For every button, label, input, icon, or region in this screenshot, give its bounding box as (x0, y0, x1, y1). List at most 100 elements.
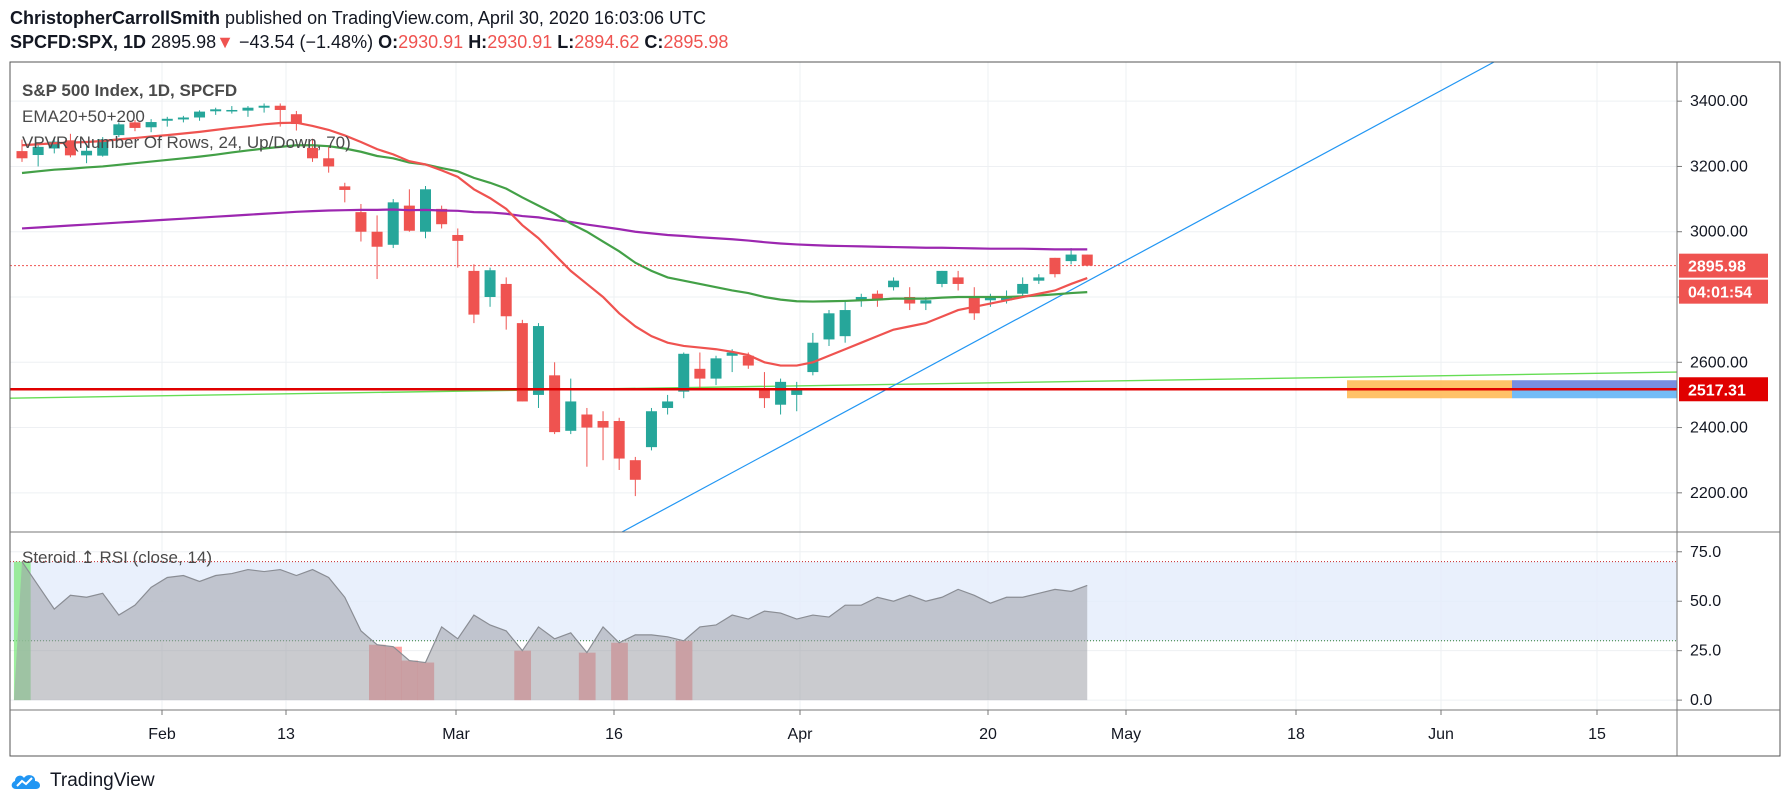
candle-body (1065, 254, 1077, 262)
trend-line[interactable] (9, 61, 1678, 533)
candle-body (48, 141, 60, 149)
candle-body (161, 118, 173, 121)
candle-body (339, 186, 351, 190)
price-tick-label: 3200.00 (1690, 158, 1748, 175)
rsi-tick-label: 25.0 (1690, 643, 1721, 660)
chart-frame (9, 61, 1781, 757)
rsi-tick-label: 0.0 (1690, 692, 1712, 709)
chart-header: ChristopherCarrollSmith published on Tra… (10, 6, 728, 54)
candle-body (226, 109, 238, 112)
high-label: H: (468, 32, 488, 52)
rsi-legend[interactable]: Steroid ↥ RSI (close, 14) (22, 548, 212, 567)
close-value: 2895.98 (663, 32, 729, 52)
candle-body (274, 105, 286, 110)
long-term-trend-line (9, 371, 1678, 399)
rsi-tick-label: 50.0 (1690, 593, 1721, 610)
candle-body (290, 114, 302, 125)
brand-name: TradingView (50, 770, 155, 791)
open-label: O: (378, 32, 399, 52)
candle-body (678, 353, 690, 392)
candle-body (242, 107, 254, 111)
open-value: 2930.91 (398, 32, 464, 52)
price-levels (10, 265, 1677, 391)
candle-body (871, 293, 883, 301)
candle-body (904, 297, 916, 304)
candle-body (355, 212, 367, 232)
rsi-line (21, 561, 1088, 664)
candle-body (581, 414, 593, 428)
candle-body (597, 421, 609, 428)
support-price-tag (1679, 377, 1768, 402)
support-price-tag-label: 2517.31 (1688, 382, 1746, 399)
time-tick-label: 20 (979, 726, 997, 743)
candle-body (694, 368, 706, 379)
author-name[interactable]: ChristopherCarrollSmith (10, 8, 221, 28)
time-tick-label: May (1111, 726, 1141, 743)
main-chart-title: S&P 500 Index, 1D, SPCFD (22, 81, 237, 100)
candle-body (839, 310, 851, 337)
rsi-tick-label: 75.0 (1690, 544, 1721, 561)
candle-body (936, 270, 948, 284)
candle-body (613, 421, 625, 459)
candle-body (968, 297, 980, 314)
candle-body (81, 150, 93, 156)
candle-body (145, 122, 157, 128)
candle-body (791, 388, 803, 395)
ema-legend[interactable]: EMA20+50+200 (22, 107, 145, 126)
candlestick-series (16, 103, 1093, 497)
candle-body (64, 140, 76, 156)
price-axis[interactable]: 3400.003200.003000.002800.002600.002400.… (1677, 93, 1768, 709)
price-tick-label: 2600.00 (1690, 354, 1748, 371)
close-label: C: (644, 32, 664, 52)
candle-body (662, 401, 674, 408)
candle-body (1001, 297, 1013, 301)
ema-lines (21, 121, 1088, 367)
price-change: −43.54 (−1.48%) (238, 32, 374, 52)
rsi-area (13, 561, 1088, 701)
time-tick-label: Feb (148, 726, 176, 743)
published-text: published on TradingView.com, April 30, … (225, 8, 707, 28)
candle-body (1081, 254, 1093, 266)
candle-body (629, 460, 641, 480)
price-tick-label: 3000.00 (1690, 224, 1748, 241)
price-tick-label: 2200.00 (1690, 485, 1748, 502)
rsi-panel (10, 561, 1677, 701)
time-tick-label: 15 (1588, 726, 1606, 743)
chart-canvas[interactable]: 3400.003200.003000.002800.002600.002400.… (0, 0, 1783, 760)
candle-body (920, 300, 932, 304)
candle-body (775, 381, 787, 405)
candle-body (371, 231, 383, 247)
tradingview-logo[interactable]: TradingView (10, 770, 155, 792)
low-label: L: (557, 32, 575, 52)
candle-body (726, 352, 738, 356)
time-tick-label: 16 (605, 726, 623, 743)
candle-body (645, 411, 657, 448)
time-tick-label: Apr (788, 726, 814, 743)
ema200-line (21, 208, 1088, 251)
candle-body (710, 358, 722, 379)
candle-body (758, 388, 770, 399)
candle-body (97, 139, 109, 156)
last-price: 2895.98 (151, 32, 217, 52)
candle-body (984, 297, 996, 301)
countdown-tag (1679, 279, 1768, 304)
time-tick-label: 18 (1287, 726, 1305, 743)
time-tick-label: 13 (277, 726, 295, 743)
candle-body (177, 117, 189, 120)
chart-legend: S&P 500 Index, 1D, SPCFD EMA20+50+200 VP… (22, 81, 351, 567)
candle-body (742, 355, 754, 366)
candle-body (323, 158, 335, 167)
candle-body (565, 401, 577, 431)
time-axis[interactable]: Feb 13 Mar 16 Apr 20 May 18 Jun 15 (148, 710, 1606, 743)
candle-body (403, 205, 415, 231)
candle-body (807, 342, 819, 373)
candle-body (500, 283, 512, 317)
candle-body (532, 326, 544, 395)
candle-body (436, 208, 448, 225)
candle-body (823, 313, 835, 340)
candle-body (1033, 277, 1045, 281)
vpvr-legend[interactable]: VPVR (Number Of Rows, 24, Up/Down, 70) (22, 133, 351, 152)
ema50-line (21, 144, 1088, 303)
candle-body (549, 375, 561, 433)
candle-body (32, 146, 44, 156)
